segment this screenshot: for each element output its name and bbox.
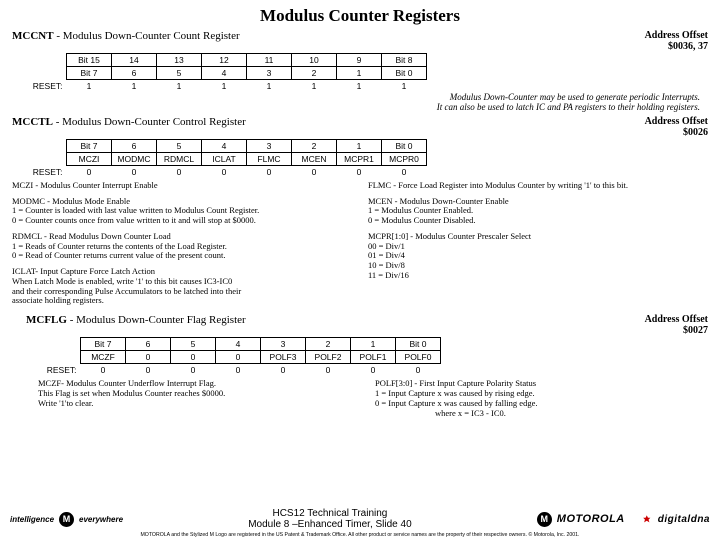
motorola-icon: M — [537, 512, 552, 527]
logo-left: intelligence M everywhere — [10, 512, 123, 527]
footer: intelligence M everywhere HCS12 Technica… — [0, 505, 720, 540]
star-icon — [641, 513, 653, 525]
mccnt-table: Bit 1514131211109Bit 8 Bit 7654321Bit 0 … — [24, 53, 427, 92]
mcctl-desc: MCZI - Modulus Counter Interrupt Enable … — [12, 181, 708, 312]
mccnt-title: MCCNT - Modulus Down-Counter Count Regis… — [12, 30, 240, 42]
page: Modulus Counter Registers MCCNT - Modulu… — [0, 0, 720, 424]
mcflg-title: MCFLG - Modulus Down-Counter Flag Regist… — [26, 314, 246, 326]
motorola-icon: M — [59, 512, 74, 527]
mcflg-table: Bit 7654321Bit 0 MCZF000POLF3POLF2POLF1P… — [38, 337, 441, 376]
logo-right: M MOTOROLA digitaldna — [537, 512, 710, 527]
mcctl-addr: Address Offset $0026 — [645, 116, 708, 138]
footer-center: HCS12 Technical Training Module 8 –Enhan… — [248, 508, 411, 530]
page-title: Modulus Counter Registers — [12, 6, 708, 26]
mccnt-addr: Address Offset $0036, 37 — [645, 30, 708, 52]
mcctl-table: Bit 7654321Bit 0 MCZIMODMCRDMCLICLATFLMC… — [24, 139, 427, 178]
mcctl-header: MCCTL - Modulus Down-Counter Control Reg… — [12, 116, 708, 138]
mcflg-header: MCFLG - Modulus Down-Counter Flag Regist… — [26, 314, 708, 336]
disclaimer: MOTOROLA and the Stylized M Logo are reg… — [10, 532, 710, 538]
mcctl-title: MCCTL - Modulus Down-Counter Control Reg… — [12, 116, 246, 128]
mccnt-header: MCCNT - Modulus Down-Counter Count Regis… — [12, 30, 708, 52]
mcflg-addr: Address Offset $0027 — [645, 314, 708, 336]
mcflg-desc: MCZF- Modulus Counter Underflow Interrup… — [26, 379, 708, 424]
mccnt-note: Modulus Down-Counter may be used to gene… — [12, 93, 700, 113]
